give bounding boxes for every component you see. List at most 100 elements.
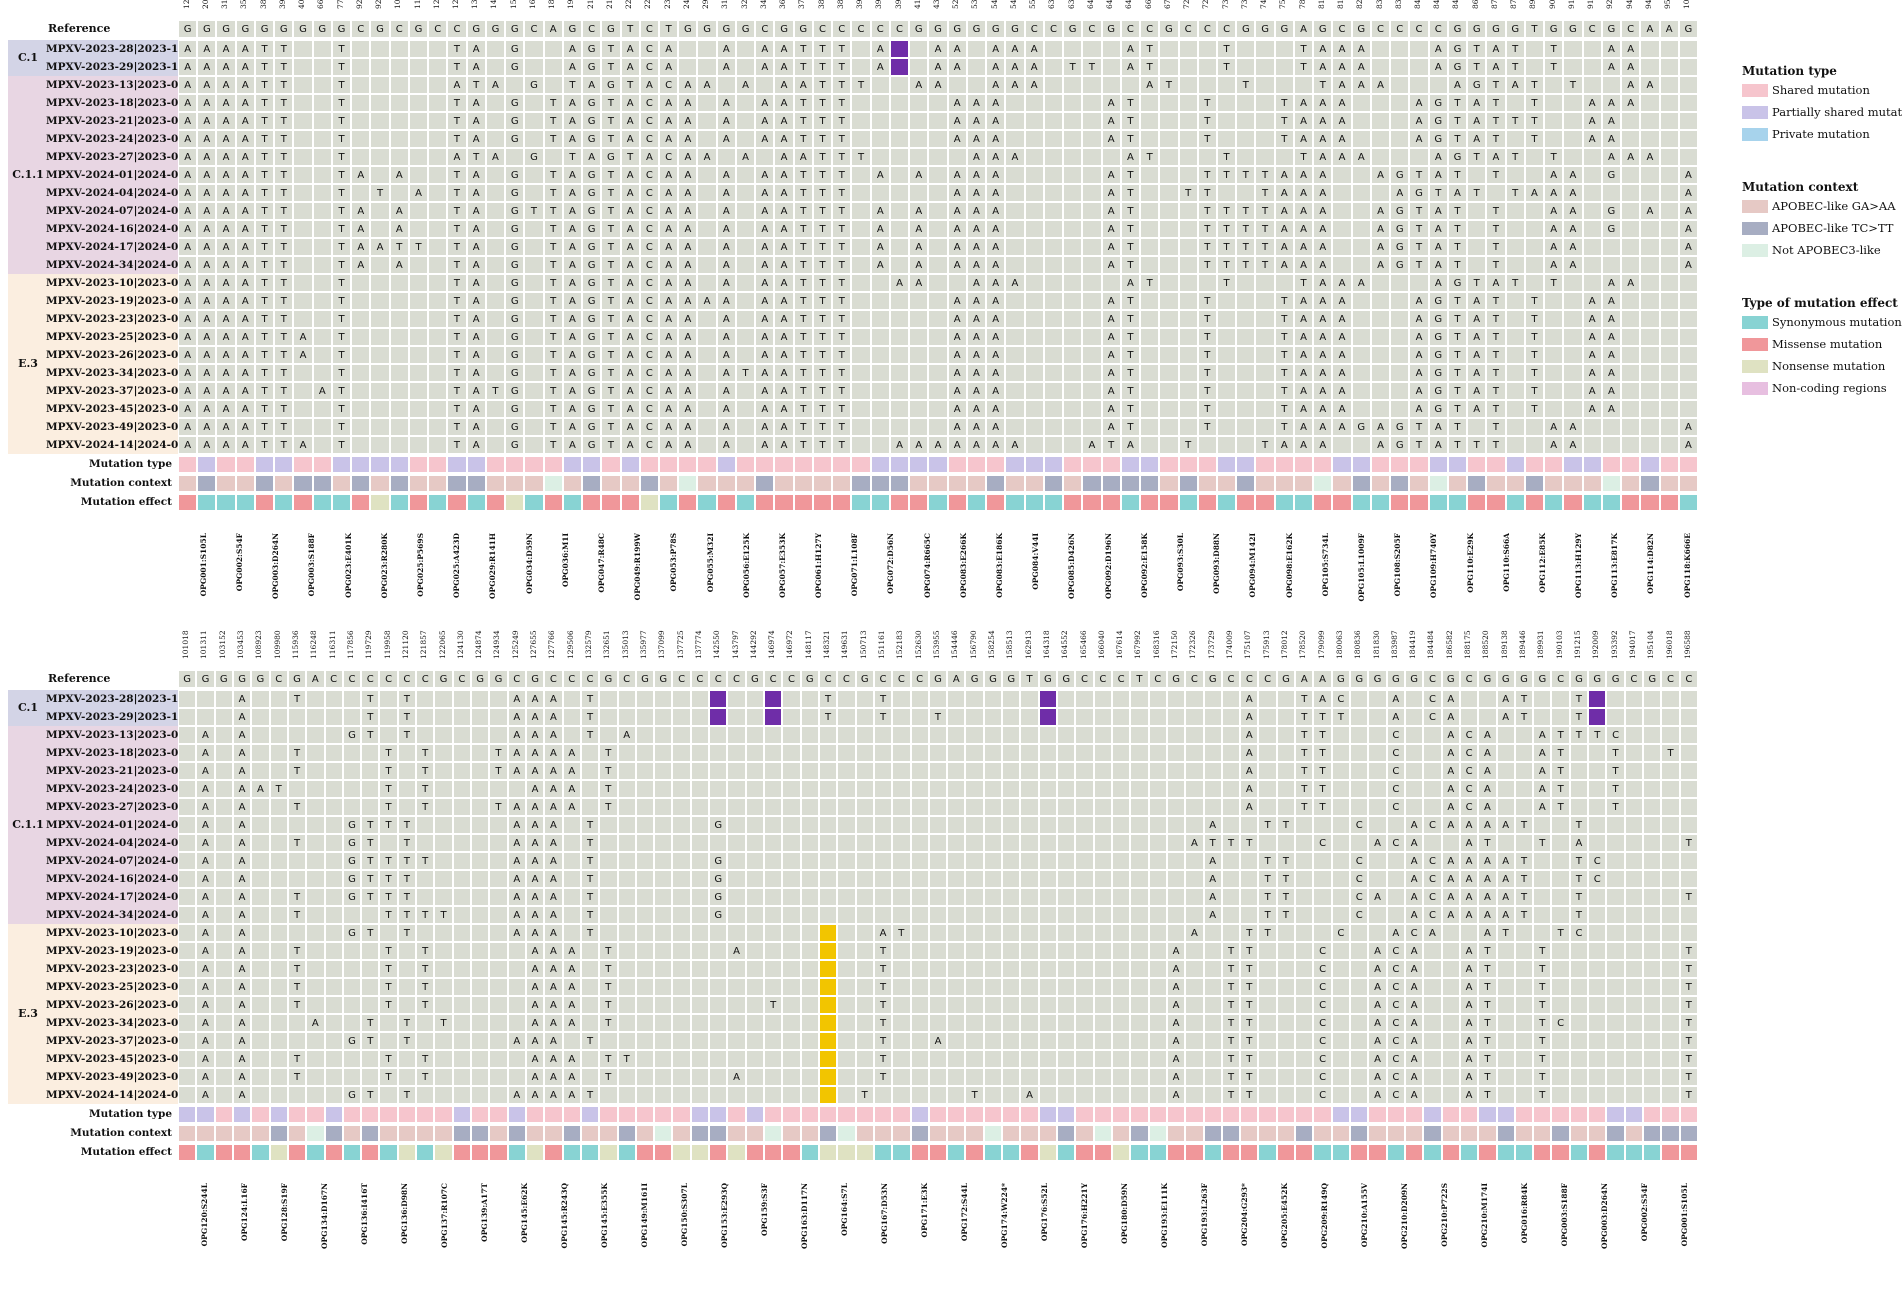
mutation-cell: A xyxy=(1368,888,1387,906)
mutation-cell xyxy=(1002,1032,1021,1050)
mutation-cell: T xyxy=(543,400,563,418)
mutation-cell: A xyxy=(1601,112,1622,130)
position-label: 3522 xyxy=(239,0,248,9)
mutation-cell xyxy=(1276,942,1296,960)
track-cell-effect xyxy=(983,1144,1003,1161)
mutation-cell: C xyxy=(639,436,659,454)
mutation-cell xyxy=(818,726,838,744)
mutation-cell: C xyxy=(1313,978,1332,996)
track-cell-type xyxy=(774,456,794,473)
mutation-cell xyxy=(408,256,429,274)
mutation-cell: A xyxy=(216,148,236,166)
mutation-cell xyxy=(306,924,325,942)
mutation-cell xyxy=(855,816,874,834)
mutation-cell: T xyxy=(287,834,307,852)
mutation-cell: A xyxy=(1563,256,1583,274)
mutation-cell: A xyxy=(1601,400,1622,418)
mutation-cell: A xyxy=(216,274,236,292)
mutation-cell xyxy=(709,834,728,852)
mutation-cell xyxy=(782,708,801,726)
mutation-cell xyxy=(1423,744,1442,762)
mutation-cell: A xyxy=(1293,292,1314,310)
mutation-cell: A xyxy=(659,364,679,382)
mutation-cell: A xyxy=(755,94,775,112)
mutation-cell xyxy=(324,726,343,744)
mutation-cell: A xyxy=(1185,834,1204,852)
mutation-cell xyxy=(1130,978,1149,996)
mutation-cell: T xyxy=(1313,762,1332,780)
mutation-cell xyxy=(1563,40,1583,58)
mutation-cell xyxy=(909,94,929,112)
position-label: 22564 xyxy=(643,0,652,9)
mutation-cell: T xyxy=(274,256,294,274)
track-cell-effect xyxy=(690,1144,710,1161)
mutation-cell xyxy=(1101,40,1121,58)
reference-cell: G xyxy=(1563,20,1583,38)
mutation-cell xyxy=(1582,220,1602,238)
mutation-cell xyxy=(617,1032,636,1050)
sample-label: MPXV-2024-01|2024-01 xyxy=(46,169,186,181)
sample-label: MPXV-2023-10|2023-08 xyxy=(46,277,186,289)
mutation-cell: C xyxy=(1386,798,1405,816)
mutation-cell xyxy=(1178,130,1198,148)
mutation-cell: A xyxy=(216,328,236,346)
mutation-cell: A xyxy=(966,220,987,238)
mutation-cell: A xyxy=(928,40,948,58)
mutation-cell xyxy=(1514,978,1534,996)
mutation-cell: G xyxy=(505,166,525,184)
mutation-cell xyxy=(178,1068,197,1086)
mutation-cell xyxy=(635,1068,655,1086)
legend-label: APOBEC-like TC>TT xyxy=(1772,221,1894,235)
mutation-cell: A xyxy=(1185,924,1204,942)
mutation-cell: A xyxy=(1082,436,1102,454)
mutation-cell xyxy=(408,148,429,166)
mutation-cell xyxy=(1569,762,1589,780)
mutation-cell xyxy=(428,112,448,130)
mutation-cell: T xyxy=(1197,364,1217,382)
mutation-cell xyxy=(1063,256,1083,274)
mutation-cell: T xyxy=(965,1086,984,1104)
mutation-cell: A xyxy=(1640,148,1660,166)
mutation-cell xyxy=(1569,1014,1589,1032)
mutation-cell xyxy=(1569,1068,1589,1086)
mutation-cell: A xyxy=(196,762,215,780)
track-cell-context xyxy=(254,475,275,492)
mutation-cell: A xyxy=(466,58,486,76)
mutation-cell xyxy=(1661,1014,1680,1032)
mutation-cell: A xyxy=(659,346,679,364)
mutation-cell xyxy=(214,906,233,924)
mutation-cell xyxy=(1551,816,1570,834)
mutation-cell xyxy=(818,888,838,906)
mutation-cell: C xyxy=(659,148,679,166)
mutation-cell xyxy=(416,708,435,726)
mutation-cell xyxy=(1148,870,1167,888)
track-cell-context xyxy=(928,475,948,492)
mutation-cell xyxy=(1240,906,1259,924)
reference-cell: C xyxy=(361,670,380,688)
position-label: 135977 xyxy=(638,630,648,659)
mutation-cell xyxy=(1643,924,1662,942)
mutation-cell xyxy=(855,942,874,960)
mutation-cell xyxy=(269,744,288,762)
mutation-cell xyxy=(1020,870,1039,888)
mutation-cell: A xyxy=(755,436,775,454)
mutation-cell: T xyxy=(812,382,833,400)
mutation-cell: A xyxy=(966,382,987,400)
mutation-cell: A xyxy=(1240,798,1259,816)
mutation-cell: A xyxy=(1101,418,1121,436)
mutation-cell xyxy=(745,888,765,906)
mutation-cell: T xyxy=(1120,346,1141,364)
mutation-cell xyxy=(1111,870,1131,888)
track-cell-effect xyxy=(1178,494,1198,511)
effect-label: OPG105:L1009F xyxy=(1356,533,1366,602)
mutation-cell: T xyxy=(601,256,621,274)
mutation-cell xyxy=(306,798,325,816)
track-cell-type xyxy=(635,1106,655,1123)
effect-label: OPG153:E293Q xyxy=(720,1183,729,1248)
track-cell-context xyxy=(1404,1125,1424,1142)
track-cell-type xyxy=(1467,456,1487,473)
mutation-cell xyxy=(910,744,929,762)
mutation-cell xyxy=(1130,942,1149,960)
mutation-cell xyxy=(851,274,871,292)
mutation-cell xyxy=(1569,744,1589,762)
